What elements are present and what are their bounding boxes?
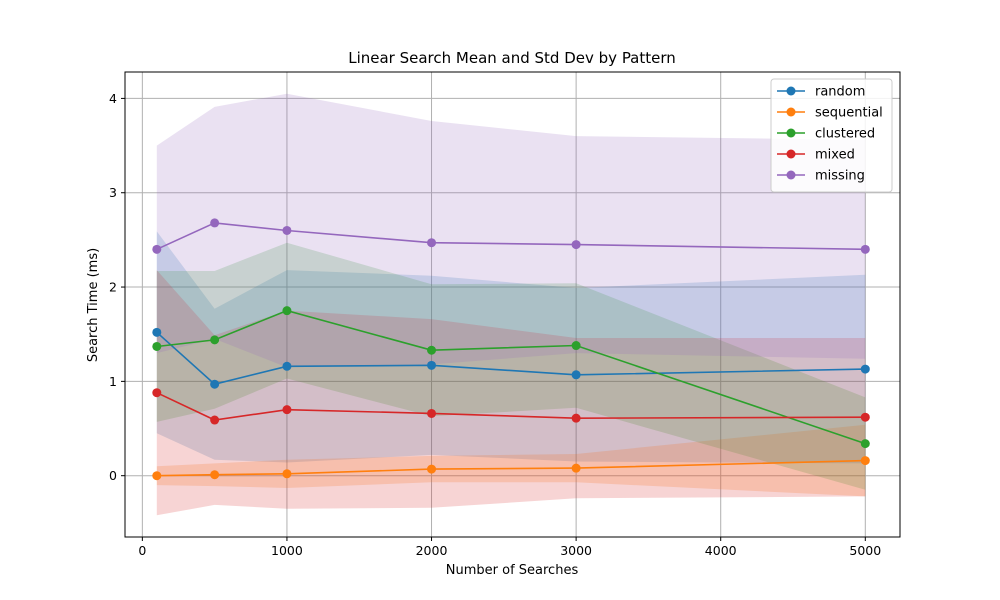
data-point-clustered bbox=[860, 439, 870, 449]
legend-label-random: random bbox=[815, 85, 865, 100]
y-tick-label: 2 bbox=[109, 280, 117, 295]
data-point-missing bbox=[282, 225, 292, 235]
data-point-clustered bbox=[210, 335, 220, 345]
data-point-random bbox=[427, 360, 437, 370]
data-point-mixed bbox=[282, 405, 292, 415]
data-point-mixed bbox=[571, 413, 581, 423]
legend: random sequential clustered mixed missing bbox=[770, 78, 893, 193]
x-tick-label: 1000 bbox=[271, 543, 303, 558]
legend-marker-clustered bbox=[786, 128, 796, 138]
x-tick-label: 4000 bbox=[705, 543, 737, 558]
std-band-mixed bbox=[156, 270, 866, 516]
data-point-sequential bbox=[282, 469, 292, 479]
data-point-random bbox=[282, 361, 292, 371]
data-point-sequential bbox=[427, 464, 437, 474]
chart-title: Linear Search Mean and Std Dev by Patter… bbox=[348, 49, 676, 67]
std-band-missing bbox=[156, 93, 866, 368]
data-point-missing bbox=[152, 244, 162, 254]
plot-frame bbox=[124, 71, 901, 538]
data-point-missing bbox=[427, 238, 437, 248]
legend-label-missing: missing bbox=[815, 169, 865, 184]
data-point-clustered bbox=[427, 345, 437, 355]
series-line-mixed bbox=[156, 391, 866, 421]
data-point-mixed bbox=[427, 408, 437, 418]
data-point-random bbox=[571, 370, 581, 380]
data-point-mixed bbox=[860, 412, 870, 422]
mean-lines bbox=[152, 218, 870, 481]
data-point-sequential bbox=[210, 470, 220, 480]
x-tick-label: 2000 bbox=[416, 543, 448, 558]
x-axis: 0 1000 2000 3000 4000 5000 bbox=[138, 537, 881, 558]
data-point-clustered bbox=[571, 341, 581, 351]
data-point-missing bbox=[571, 240, 581, 250]
data-point-mixed bbox=[210, 415, 220, 425]
y-tick-label: 0 bbox=[109, 468, 117, 483]
legend-box bbox=[770, 78, 893, 193]
y-tick-label: 4 bbox=[109, 91, 117, 106]
std-bands bbox=[156, 93, 866, 516]
x-axis-label: Number of Searches bbox=[446, 563, 579, 578]
data-point-random bbox=[210, 379, 220, 389]
legend-label-sequential: sequential bbox=[815, 106, 883, 121]
series-line-sequential bbox=[156, 459, 866, 477]
y-axis-label: Search Time (ms) bbox=[86, 248, 101, 362]
legend-marker-random bbox=[786, 86, 796, 96]
x-tick-label: 3000 bbox=[560, 543, 592, 558]
legend-marker-sequential bbox=[786, 107, 796, 117]
data-point-sequential bbox=[860, 456, 870, 466]
data-point-mixed bbox=[152, 388, 162, 398]
series-line-missing bbox=[156, 222, 866, 251]
data-point-random bbox=[152, 327, 162, 337]
std-band-sequential bbox=[156, 424, 866, 497]
data-point-clustered bbox=[282, 306, 292, 316]
legend-label-clustered: clustered bbox=[815, 127, 875, 142]
data-point-sequential bbox=[571, 463, 581, 473]
data-point-missing bbox=[210, 218, 220, 228]
y-tick-label: 1 bbox=[109, 374, 117, 389]
y-tick-label: 3 bbox=[109, 185, 117, 200]
series-line-clustered bbox=[156, 309, 866, 445]
series-line-random bbox=[156, 331, 866, 386]
data-point-sequential bbox=[152, 471, 162, 481]
y-axis: 0 1 2 3 4 bbox=[109, 91, 125, 483]
legend-label-mixed: mixed bbox=[815, 148, 855, 163]
x-tick-label: 0 bbox=[138, 543, 146, 558]
data-point-clustered bbox=[152, 341, 162, 351]
legend-marker-mixed bbox=[786, 149, 796, 159]
legend-marker-missing bbox=[786, 170, 796, 180]
data-point-random bbox=[860, 364, 870, 374]
std-band-clustered bbox=[156, 242, 866, 490]
data-point-missing bbox=[860, 244, 870, 254]
x-tick-label: 5000 bbox=[849, 543, 881, 558]
